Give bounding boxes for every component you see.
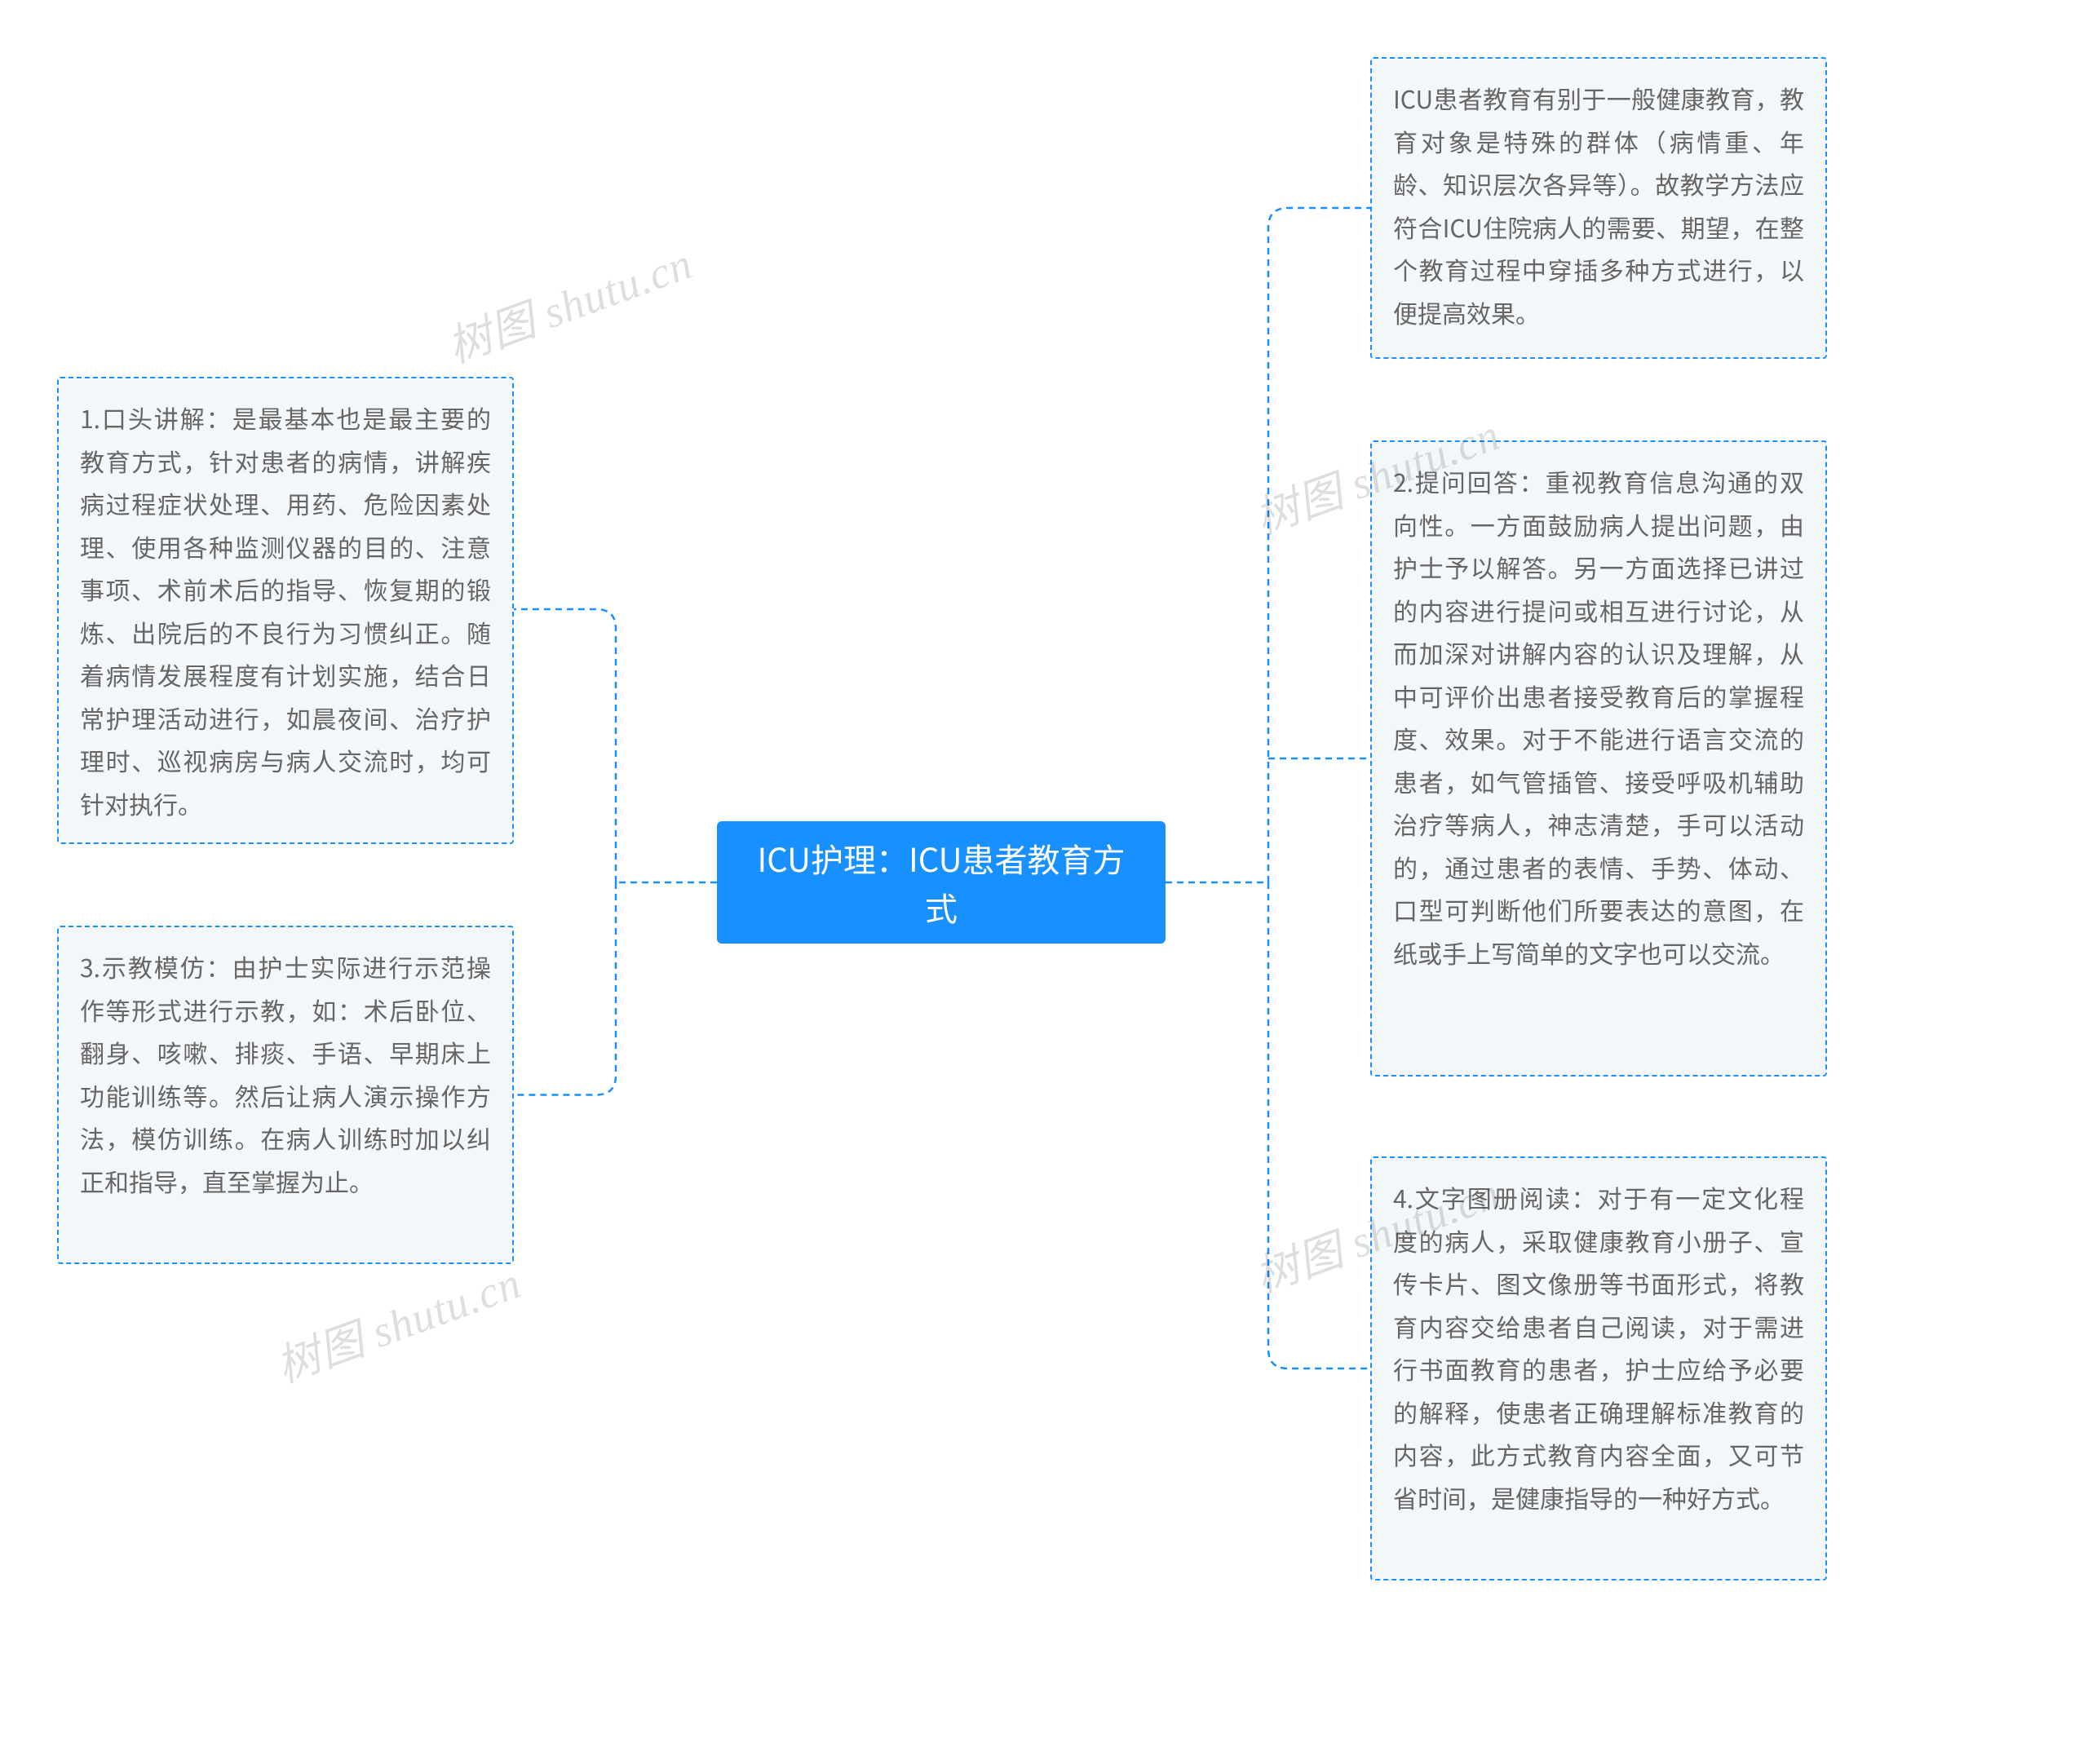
right-node-r2: 4.文字图册阅读：对于有一定文化程度的病人，采取健康教育小册子、宣传卡片、图文像… [1370, 1156, 1827, 1581]
watermark: 树图 shutu.cn [437, 228, 700, 376]
center-topic: ICU护理：ICU患者教育方式 [717, 821, 1166, 944]
watermark: 树图 shutu.cn [266, 1247, 529, 1395]
center-topic-label: ICU护理：ICU患者教育方式 [741, 833, 1141, 931]
left-node-l2: 3.示教模仿：由护士实际进行示范操作等形式进行示教，如：术后卧位、翻身、咳嗽、排… [57, 926, 514, 1264]
right-node-r0: ICU患者教育有别于一般健康教育，教育对象是特殊的群体（病情重、年龄、知识层次各… [1370, 57, 1827, 359]
left-node-l1: 1.口头讲解：是最基本也是最主要的教育方式，针对患者的病情，讲解疾病过程症状处理… [57, 377, 514, 844]
right-node-r1: 2.提问回答：重视教育信息沟通的双向性。一方面鼓励病人提出问题，由护士予以解答。… [1370, 440, 1827, 1077]
